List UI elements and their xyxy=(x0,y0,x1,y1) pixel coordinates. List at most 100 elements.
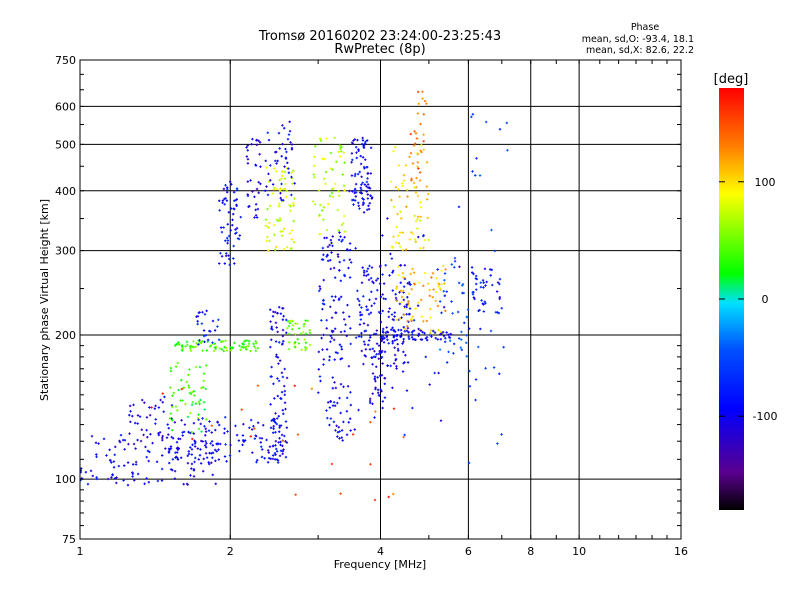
data-point xyxy=(223,197,226,201)
data-point xyxy=(162,410,165,413)
data-point xyxy=(317,368,320,371)
data-point xyxy=(209,330,212,333)
data-point xyxy=(285,441,289,444)
data-point xyxy=(273,397,276,400)
data-point xyxy=(379,388,382,392)
data-point xyxy=(256,458,259,462)
data-point xyxy=(189,446,192,449)
data-point xyxy=(232,212,235,216)
data-point xyxy=(260,437,264,440)
data-point xyxy=(205,364,208,367)
data-point xyxy=(408,312,411,316)
data-point xyxy=(425,319,429,323)
data-point xyxy=(207,429,211,432)
data-point xyxy=(360,335,363,338)
data-point xyxy=(203,313,207,316)
data-point xyxy=(414,132,418,135)
data-point xyxy=(485,280,488,284)
data-point xyxy=(272,382,275,386)
data-point xyxy=(102,437,106,441)
data-point xyxy=(221,201,224,204)
data-point xyxy=(375,329,379,332)
data-point xyxy=(495,290,499,293)
data-point xyxy=(340,145,343,149)
data-point xyxy=(392,235,395,238)
data-point xyxy=(392,329,396,332)
chart-title: Tromsø 20160202 23:24:00-23:25:43 xyxy=(258,29,501,44)
data-point xyxy=(170,435,173,439)
data-point xyxy=(279,440,282,444)
data-point xyxy=(202,379,205,382)
data-point xyxy=(218,199,221,202)
data-point xyxy=(269,375,272,378)
data-point xyxy=(267,249,270,252)
data-point xyxy=(188,391,192,395)
data-point xyxy=(202,334,206,338)
data-point xyxy=(391,492,395,496)
data-point xyxy=(361,197,364,200)
data-point xyxy=(276,312,279,315)
data-point xyxy=(381,293,384,296)
data-point xyxy=(374,380,377,383)
data-point xyxy=(409,272,412,276)
data-point xyxy=(419,298,423,302)
data-point xyxy=(423,271,427,275)
data-point xyxy=(351,198,354,202)
data-point xyxy=(401,275,405,279)
data-point xyxy=(380,355,384,359)
x-tick-label: 10 xyxy=(572,545,586,558)
data-point xyxy=(391,269,395,273)
data-point xyxy=(339,382,343,386)
data-point xyxy=(328,358,331,362)
data-point xyxy=(278,204,281,208)
data-point xyxy=(378,374,382,377)
data-point xyxy=(363,183,367,186)
data-point xyxy=(401,231,404,234)
data-point xyxy=(201,349,204,352)
data-point xyxy=(407,337,411,341)
data-point xyxy=(398,291,401,294)
data-point xyxy=(335,160,338,163)
data-point xyxy=(180,379,183,382)
data-point xyxy=(272,223,276,227)
data-point xyxy=(223,431,226,435)
data-point xyxy=(392,205,396,208)
data-point xyxy=(338,437,341,440)
data-point xyxy=(250,428,254,431)
data-point xyxy=(338,430,341,433)
data-point xyxy=(416,90,420,94)
data-point xyxy=(336,253,340,256)
data-point xyxy=(319,138,322,141)
data-point xyxy=(470,115,473,119)
data-point xyxy=(296,338,299,341)
data-point xyxy=(497,311,501,315)
data-point xyxy=(198,454,202,457)
data-point xyxy=(434,336,437,340)
data-point xyxy=(420,143,423,147)
data-point xyxy=(228,263,231,267)
data-point xyxy=(281,444,284,448)
data-point xyxy=(281,124,284,127)
data-point xyxy=(269,164,272,167)
data-point xyxy=(339,411,342,415)
data-point xyxy=(255,460,258,464)
data-point xyxy=(296,433,300,436)
data-point xyxy=(218,423,221,427)
data-point xyxy=(340,357,344,360)
data-point xyxy=(205,456,209,459)
data-point xyxy=(322,363,325,366)
data-point xyxy=(336,208,339,212)
data-point xyxy=(322,333,325,337)
data-point xyxy=(255,341,258,345)
data-point xyxy=(399,289,403,293)
data-point xyxy=(340,223,344,227)
data-point xyxy=(245,339,249,342)
data-point xyxy=(304,348,307,352)
data-point xyxy=(323,157,326,161)
data-point xyxy=(416,152,420,156)
data-point xyxy=(181,431,184,434)
data-point xyxy=(258,141,262,144)
data-point xyxy=(492,366,496,369)
data-point xyxy=(308,343,312,347)
data-point xyxy=(342,420,345,424)
